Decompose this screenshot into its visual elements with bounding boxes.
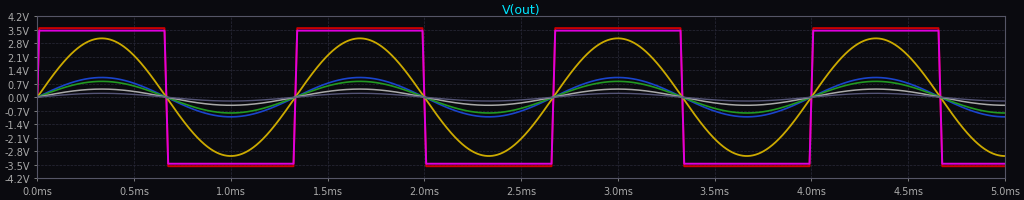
Title: V(out): V(out) — [502, 4, 541, 17]
